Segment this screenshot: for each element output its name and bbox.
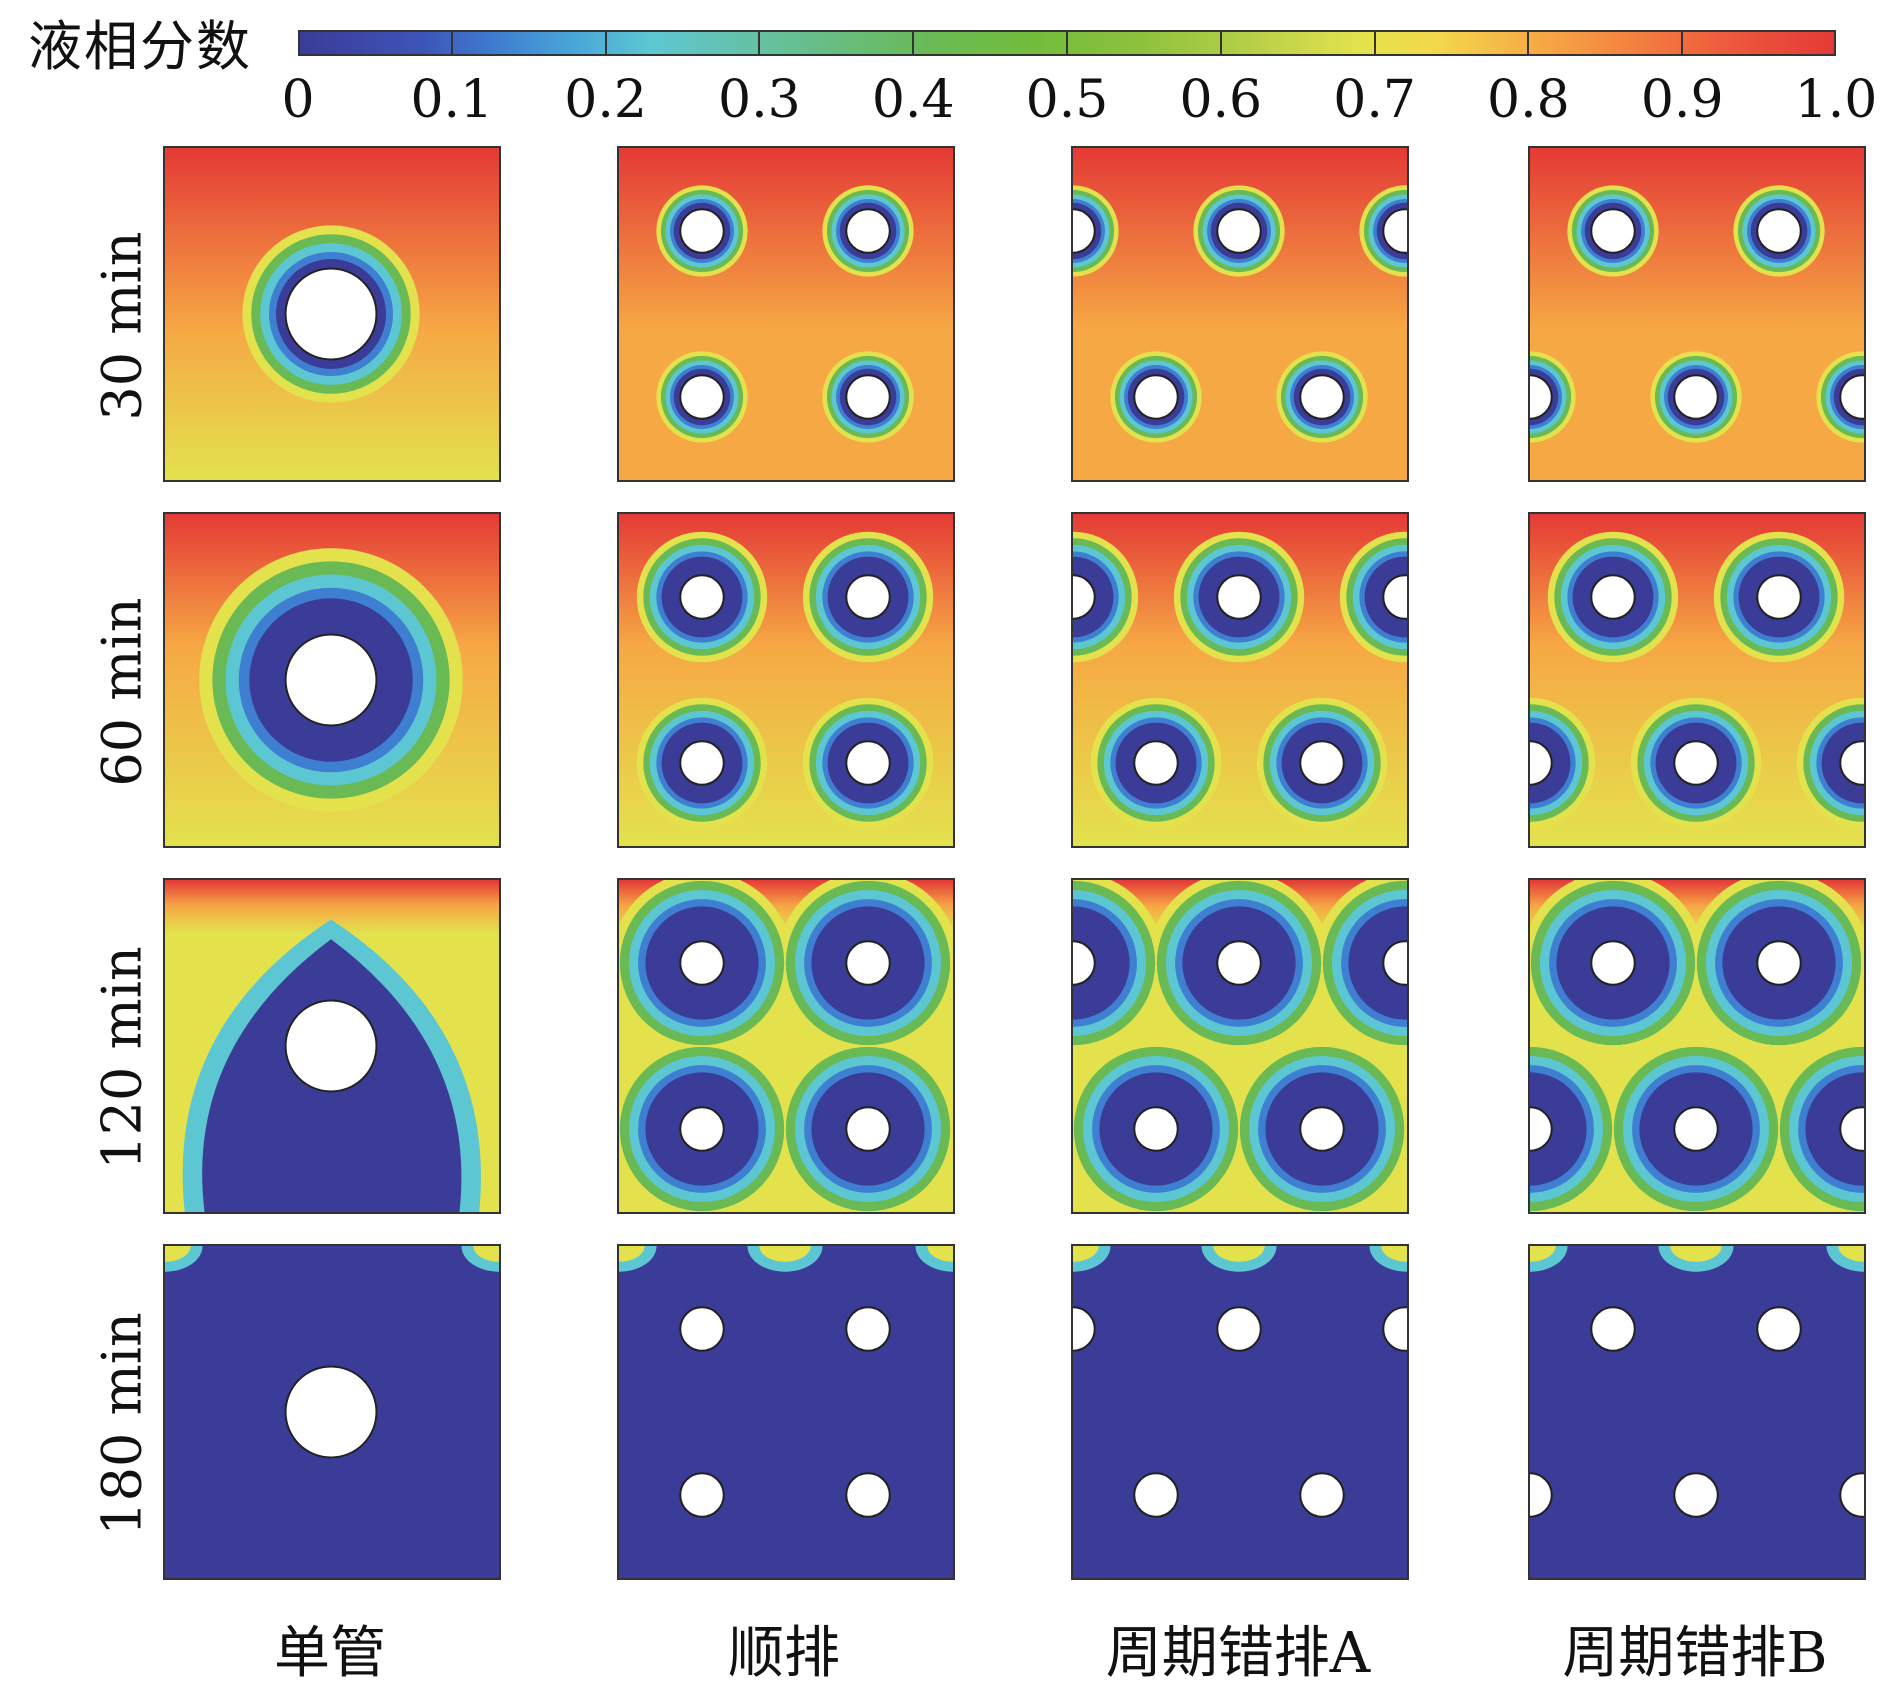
colorbar-tick-label: 0.4 xyxy=(871,70,955,130)
contour-panel xyxy=(617,1244,955,1580)
contour-panel xyxy=(617,878,955,1214)
contour-panel xyxy=(1528,1244,1866,1580)
colorbar-tick xyxy=(604,30,607,56)
colorbar-tick-label: 0.6 xyxy=(1179,70,1263,130)
colorbar-tick-label: 0.5 xyxy=(1025,70,1109,130)
contour-panel xyxy=(163,146,501,482)
colorbar-tick xyxy=(1219,30,1222,56)
contour-panel xyxy=(1071,512,1409,848)
contour-panel xyxy=(163,878,501,1214)
colorbar-tick-label: 0.3 xyxy=(718,70,801,130)
row-label-60min: 60 min xyxy=(90,597,154,787)
contour-panel xyxy=(1528,878,1866,1214)
row-label-120min: 120 min xyxy=(90,946,154,1170)
colorbar-tick xyxy=(1373,30,1376,56)
contour-panel xyxy=(1528,146,1866,482)
contour-panel xyxy=(1071,1244,1409,1580)
colorbar-tick xyxy=(1527,30,1530,56)
column-label-staggered-b: 周期错排B xyxy=(1562,1621,1828,1686)
colorbar-tick xyxy=(1681,30,1684,56)
colorbar-tick-label: 0.9 xyxy=(1640,70,1724,130)
contour-panel xyxy=(1071,878,1409,1214)
colorbar-tick xyxy=(450,30,453,56)
colorbar-tick xyxy=(912,30,915,56)
colorbar-tick-label: 0 xyxy=(281,70,315,130)
contour-panel xyxy=(1071,146,1409,482)
column-label-single-tube: 单管 xyxy=(274,1621,386,1686)
colorbar-tick-label: 1.0 xyxy=(1794,70,1878,130)
colorbar-tick-label: 0.1 xyxy=(410,70,494,130)
contour-panel xyxy=(163,512,501,848)
contour-panel xyxy=(617,512,955,848)
colorbar-tick-label: 0.7 xyxy=(1333,70,1416,130)
contour-panel xyxy=(617,146,955,482)
colorbar-tick-label: 0.8 xyxy=(1487,70,1570,130)
contour-panel xyxy=(1528,512,1866,848)
colorbar-tick xyxy=(758,30,761,56)
row-label-30min: 30 min xyxy=(90,231,154,421)
colorbar-tick xyxy=(1066,30,1068,56)
contour-panel xyxy=(163,1244,501,1580)
column-label-inline: 顺排 xyxy=(728,1621,840,1686)
colorbar-title: 液相分数 xyxy=(28,15,252,78)
row-label-180min: 180 min xyxy=(90,1312,154,1536)
column-label-staggered-a: 周期错排A xyxy=(1105,1621,1371,1686)
colorbar-tick-label: 0.2 xyxy=(564,70,647,130)
